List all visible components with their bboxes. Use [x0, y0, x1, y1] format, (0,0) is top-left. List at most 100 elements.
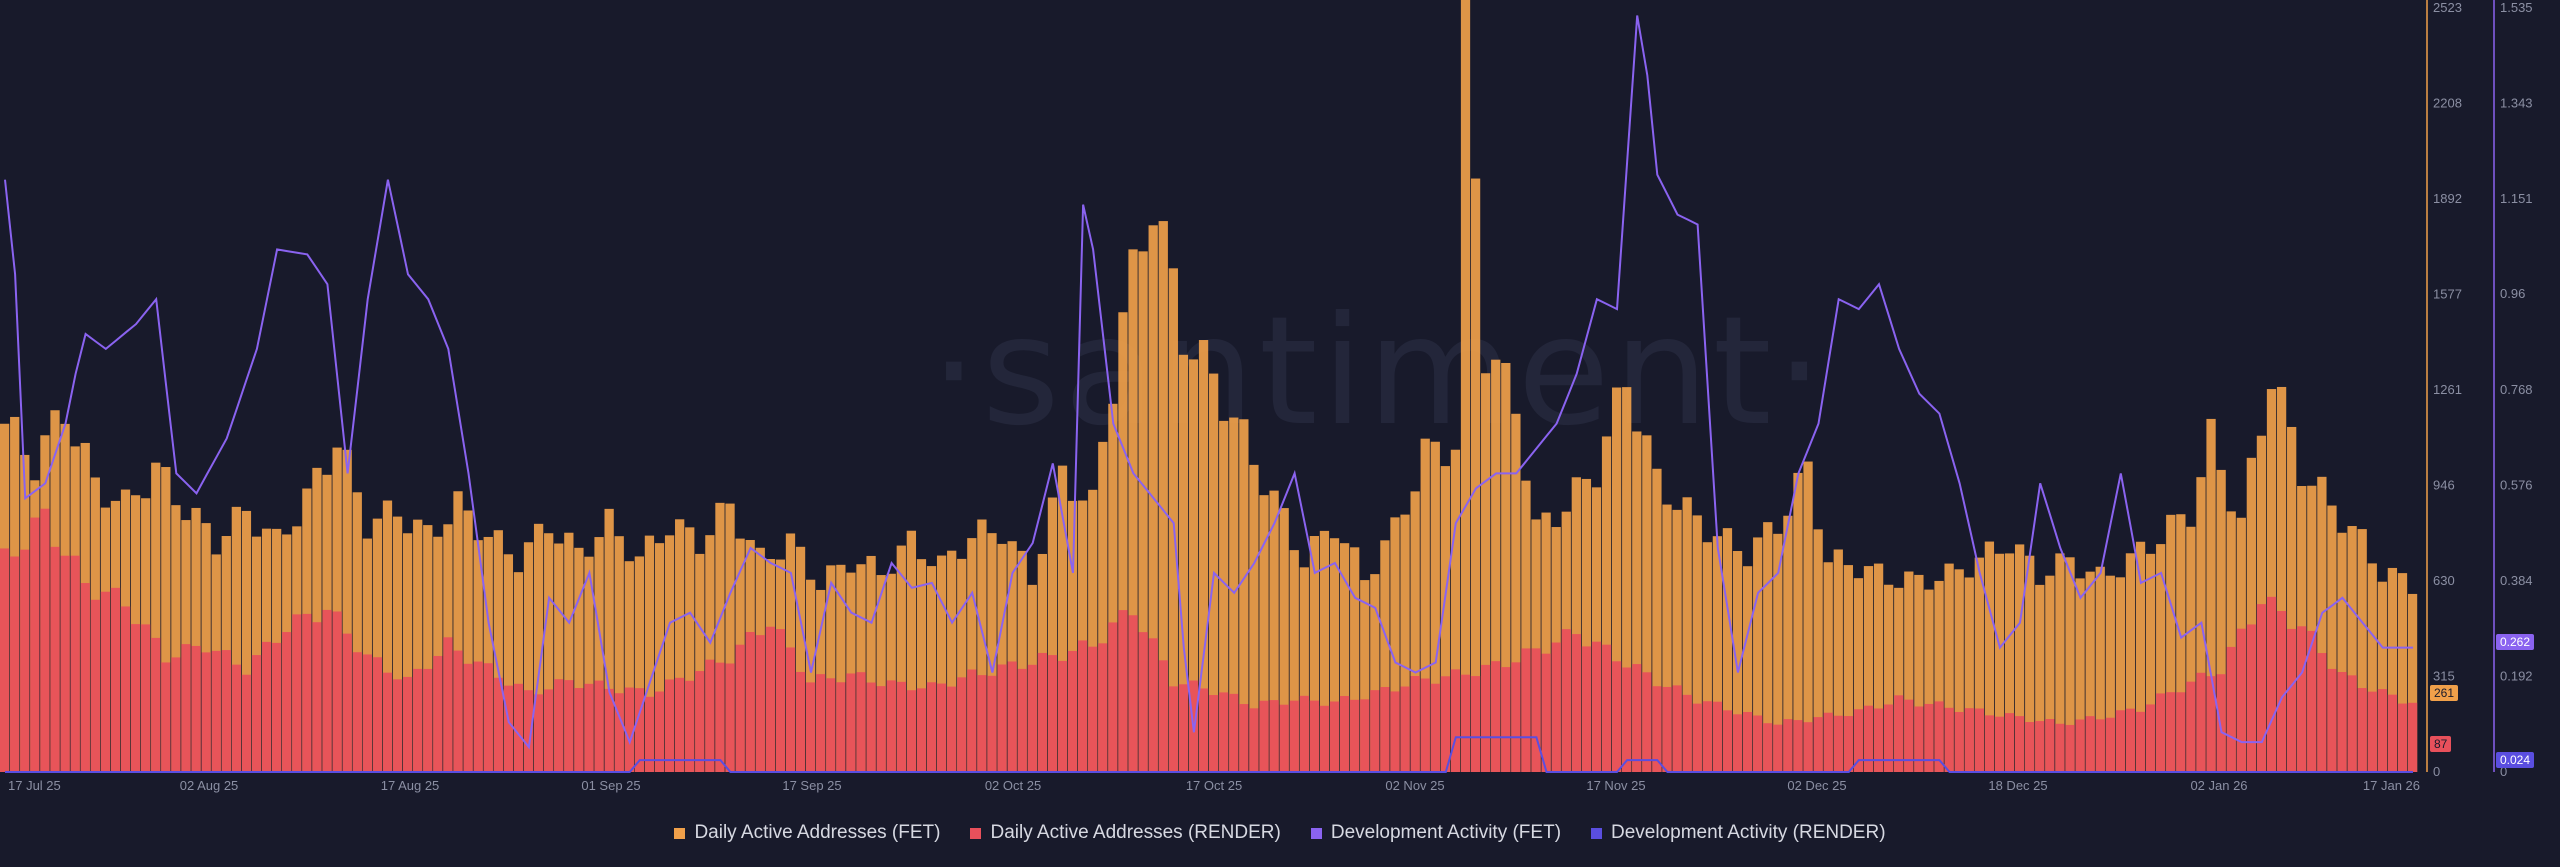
bar-render-daa [2387, 694, 2398, 772]
bar-fet-daa [1108, 403, 1118, 772]
bar-fet-daa [2166, 514, 2176, 772]
legend-item-render-daa[interactable]: Daily Active Addresses (RENDER) [970, 822, 1281, 844]
bar-render-daa [1007, 661, 1017, 772]
x-axis-tick: 17 Aug 25 [381, 778, 440, 793]
bar-fet-daa [1481, 373, 1491, 772]
bar-fet-daa [1974, 557, 1984, 772]
bar-render-daa [1027, 664, 1037, 772]
bar-render-daa [1692, 703, 1702, 772]
bar-fet-daa [433, 536, 443, 772]
bar-fet-daa [1420, 438, 1430, 772]
axes-layer: 0 315 630 946 1261 1577 1892 2208 2523 0 0.192 0.38… [8, 0, 2533, 793]
bar-fet-daa [1078, 500, 1088, 772]
bar-render-daa [2156, 693, 2166, 772]
bar-render-daa [151, 637, 161, 772]
bar-fet-daa [1400, 514, 1410, 772]
bar-fet-daa [1964, 577, 1974, 772]
left-axis-tick: 2208 [2433, 95, 2462, 110]
x-axis-tick: 17 Jan 26 [2363, 778, 2420, 793]
bar-fet-daa [2287, 426, 2297, 772]
bar-render-daa [513, 683, 524, 772]
bar-render-daa [20, 549, 30, 772]
bar-render-daa [816, 674, 826, 772]
bar-render-daa [1904, 699, 1914, 772]
bar-render-daa [483, 663, 493, 772]
bar-fet-daa [1813, 529, 1823, 772]
bar-fet-daa [1581, 478, 1592, 772]
bar-render-daa [826, 678, 836, 772]
bar-render-daa [1974, 708, 1984, 772]
bar-render-daa [80, 583, 90, 772]
bar-render-daa [1470, 676, 1481, 772]
bar-render-daa [1753, 715, 1763, 772]
bar-render-daa [1873, 708, 1884, 772]
bar-fet-daa [664, 535, 675, 772]
bar-fet-daa [846, 572, 856, 772]
bar-fet-daa [1339, 543, 1350, 772]
last-value-badge-fet-daa: 261 [2430, 685, 2459, 701]
bar-render-daa [312, 622, 322, 772]
bar-render-daa [675, 677, 685, 772]
bar-render-daa [342, 633, 352, 772]
x-axis-tick: 02 Nov 25 [1385, 778, 1444, 793]
bar-fet-daa [533, 523, 544, 772]
legend-item-fet-daa[interactable]: Daily Active Addresses (FET) [674, 822, 940, 844]
bar-fet-daa [241, 510, 252, 772]
bar-render-daa [2004, 713, 2015, 772]
bar-render-daa [735, 644, 745, 772]
bar-render-daa [856, 672, 866, 772]
bar-fet-daa [1511, 413, 1521, 772]
legend-item-render-dev[interactable]: Development Activity (RENDER) [1591, 822, 1886, 844]
bar-fet-daa [1128, 249, 1138, 773]
bar-fet-daa [1178, 354, 1189, 772]
bar-render-daa [2307, 630, 2317, 772]
legend-item-fet-dev[interactable]: Development Activity (FET) [1310, 822, 1561, 844]
bar-fet-daa [644, 535, 655, 772]
bar-render-daa [574, 688, 584, 772]
bar-render-daa [644, 696, 655, 772]
bar-render-daa [413, 668, 423, 772]
bar-fet-daa [2045, 575, 2055, 772]
legend-label: Daily Active Addresses (FET) [694, 822, 941, 843]
bar-render-daa [120, 606, 131, 772]
bar-fet-daa [1198, 340, 1209, 772]
right-axis-tick: 1.535 [2500, 0, 2533, 15]
bar-fet-daa [1672, 509, 1682, 772]
bar-fet-daa [574, 547, 584, 772]
bar-render-daa [1178, 684, 1189, 772]
bar-render-daa [50, 546, 60, 772]
bar-fet-daa [997, 543, 1007, 772]
right-axis-tick: 0 [2500, 764, 2507, 779]
bar-render-daa [1229, 693, 1239, 772]
bar-fet-daa [1319, 530, 1330, 772]
bar-fet-daa [654, 543, 665, 772]
bar-fet-daa [2085, 571, 2095, 772]
bar-render-daa [1239, 704, 1249, 772]
bar-fet-daa [493, 530, 503, 772]
bar-fet-daa [1380, 540, 1390, 772]
x-axis-tick: 02 Jan 26 [2190, 778, 2247, 793]
bar-fet-daa [312, 467, 322, 772]
right-axis-tick: 0.192 [2500, 668, 2533, 683]
bar-fet-daa [1259, 495, 1269, 772]
bar-render-daa [1944, 707, 1954, 772]
x-axis-tick: 17 Nov 25 [1586, 778, 1645, 793]
bar-render-daa [1682, 694, 1692, 772]
right-axis-tick: 0.768 [2500, 382, 2533, 397]
bar-fet-daa [2216, 469, 2226, 772]
bar-render-daa [997, 664, 1007, 772]
bar-render-daa [2135, 711, 2146, 772]
bar-fet-daa [1994, 553, 2005, 772]
bar-fet-daa [2015, 544, 2025, 772]
bar-fet-daa [957, 558, 967, 772]
bar-render-daa [1662, 686, 1672, 772]
bar-fet-daa [1269, 490, 1279, 772]
bar-fet-daa [2186, 526, 2196, 772]
legend-label: Development Activity (RENDER) [1611, 822, 1886, 843]
bar-render-daa [2176, 692, 2186, 772]
bar-render-daa [272, 642, 282, 772]
bar-render-daa [1541, 653, 1551, 772]
bar-render-daa [2075, 719, 2085, 772]
bar-render-daa [191, 645, 201, 772]
